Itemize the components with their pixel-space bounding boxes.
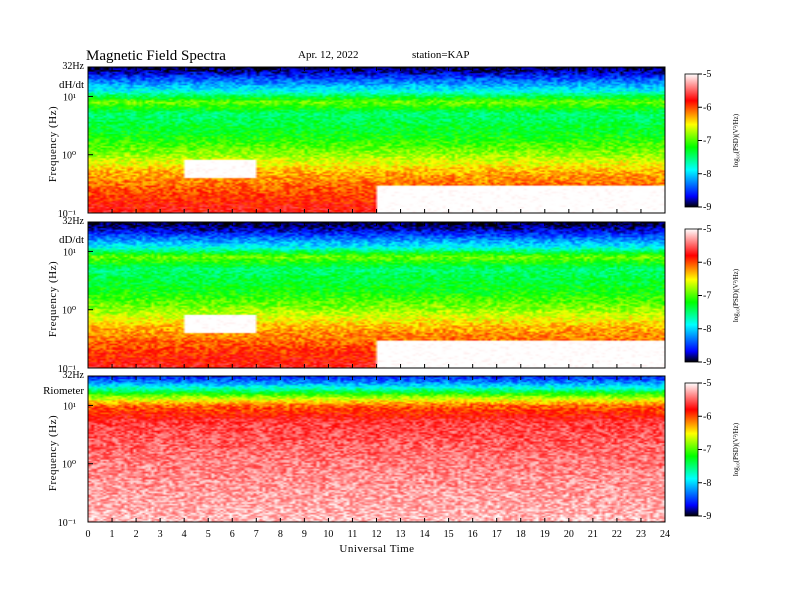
y-tick-label: 10¹: [63, 247, 76, 258]
x-tick-label: 4: [182, 529, 187, 540]
x-tick-label: 2: [134, 529, 139, 540]
panel-label: dD/dt: [59, 234, 84, 246]
x-tick-label: 18: [516, 529, 526, 540]
x-axis-title: Universal Time: [339, 543, 414, 555]
colorbar-gradient: [684, 382, 699, 517]
colorbar-gradient: [684, 228, 699, 363]
panel-label: dH/dt: [59, 79, 84, 91]
colorbar: -5 -6 -7 -8 -9 log₁₀(PSD)(V²/Hz): [684, 224, 740, 368]
colorbar-tick-label: -8: [703, 324, 711, 335]
y-tick-label: 32Hz: [62, 61, 84, 72]
colorbar-title: log₁₀(PSD)(V²/Hz): [732, 422, 740, 476]
x-tick-label: 16: [468, 529, 478, 540]
colorbar-tick-label: -7: [703, 445, 711, 456]
y-tick-label: 10⁻¹: [58, 209, 76, 220]
x-tick-label: 10: [323, 529, 333, 540]
colorbar-tick-label: -5: [703, 224, 711, 235]
x-tick-label: 11: [348, 529, 358, 540]
colorbar-tick-label: -5: [703, 378, 711, 389]
y-tick-label: 32Hz: [62, 370, 84, 381]
spectrogram-image: [88, 222, 665, 368]
x-tick-label: 22: [612, 529, 622, 540]
y-axis-title: Frequency (Hz): [47, 415, 59, 491]
spectrogram-image: [88, 67, 665, 213]
x-tick-label: 19: [540, 529, 550, 540]
spectrogram-image: [88, 376, 665, 522]
y-axis-title: Frequency (Hz): [47, 261, 59, 337]
x-tick-label: 1: [110, 529, 115, 540]
x-tick-label: 17: [492, 529, 502, 540]
colorbar-tick-label: -6: [703, 411, 711, 422]
x-tick-label: 13: [396, 529, 406, 540]
panel-label: Riometer: [43, 385, 84, 397]
y-tick-label: 10¹: [63, 92, 76, 103]
y-axis-title: Frequency (Hz): [47, 106, 59, 182]
x-tick-label: 0: [86, 529, 91, 540]
x-tick-label: 3: [158, 529, 163, 540]
colorbar-tick-label: -6: [703, 102, 711, 113]
y-tick-label: 10⁰: [62, 460, 76, 471]
station-name: station=KAP: [412, 49, 470, 61]
colorbar-tick-label: -7: [703, 136, 711, 147]
colorbar: -5 -6 -7 -8 -9 log₁₀(PSD)(V²/Hz): [684, 378, 740, 522]
colorbar-tick-label: -9: [703, 511, 711, 522]
colorbar-tick-label: -8: [703, 169, 711, 180]
y-tick-label: 32Hz: [62, 216, 84, 227]
y-tick-label: 10⁻¹: [58, 364, 76, 375]
x-tick-label: 20: [564, 529, 574, 540]
y-tick-label: 10¹: [63, 401, 76, 412]
colorbar-title: log₁₀(PSD)(V²/Hz): [732, 268, 740, 322]
y-tick-label: 10⁻¹: [58, 518, 76, 529]
colorbar: -5 -6 -7 -8 -9 log₁₀(PSD)(V²/Hz): [684, 69, 740, 213]
time-axis: 0 1 2 3 4 5 6 7 8 9 10 11 12 13 14 15 16 17 18 19 20 21 22 23 24: [86, 529, 671, 540]
x-tick-label: 6: [230, 529, 235, 540]
colorbar-tick-label: -8: [703, 478, 711, 489]
y-tick-label: 10⁰: [62, 306, 76, 317]
x-tick-label: 14: [420, 529, 430, 540]
colorbar-title: log₁₀(PSD)(V²/Hz): [732, 113, 740, 167]
x-tick-label: 23: [636, 529, 646, 540]
x-tick-label: 21: [588, 529, 598, 540]
colorbar-tick-label: -6: [703, 257, 711, 268]
figure-title: Magnetic Field Spectra: [86, 48, 226, 64]
colorbar-gradient: [684, 73, 699, 208]
colorbar-tick-label: -9: [703, 202, 711, 213]
y-tick-label: 10⁰: [62, 151, 76, 162]
x-tick-label: 5: [206, 529, 211, 540]
x-tick-label: 15: [444, 529, 454, 540]
panel-3: Riometer Frequency (Hz) 32Hz 10¹ 10⁰ 10⁻¹ -5 -6…: [43, 370, 740, 529]
x-tick-label: 24: [660, 529, 670, 540]
x-tick-label: 9: [302, 529, 307, 540]
x-tick-label: 8: [278, 529, 283, 540]
colorbar-tick-label: -9: [703, 357, 711, 368]
x-tick-label: 7: [254, 529, 259, 540]
colorbar-tick-label: -7: [703, 291, 711, 302]
colorbar-tick-label: -5: [703, 69, 711, 80]
x-tick-label: 12: [372, 529, 382, 540]
figure-date: Apr. 12, 2022: [298, 49, 359, 61]
